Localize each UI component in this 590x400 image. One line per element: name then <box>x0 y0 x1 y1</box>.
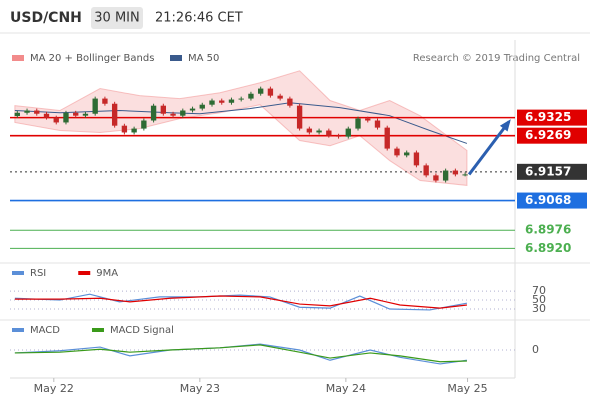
chart-title: USD/CNH <box>10 10 82 26</box>
legend-label: RSI <box>30 268 46 279</box>
level-label: 6.9325 <box>525 110 571 124</box>
candle-body <box>121 125 128 133</box>
candle-body <box>306 128 313 133</box>
y-tick-label: 50 <box>532 293 546 306</box>
candle-body <box>102 98 108 104</box>
level-box <box>517 163 587 180</box>
indicator-line <box>14 343 468 365</box>
indicator-line <box>14 293 468 311</box>
candle-body <box>141 120 147 129</box>
candle-body <box>452 170 459 175</box>
candle-body <box>53 117 59 123</box>
x-tick-label: May 22 <box>34 382 74 395</box>
candle-body <box>228 99 235 103</box>
candle-body <box>170 113 176 116</box>
level-box <box>517 192 587 209</box>
candle-body <box>209 100 215 105</box>
candle-body <box>189 108 196 111</box>
candle-body <box>374 120 381 128</box>
candle-body <box>238 98 244 100</box>
candle-body <box>257 88 264 94</box>
y-tick-label: 0 <box>532 343 539 356</box>
candle-body <box>355 118 361 129</box>
candle-body <box>287 98 293 106</box>
candle-body <box>199 104 205 109</box>
indicator-line <box>14 344 467 363</box>
level-label: 6.9269 <box>525 128 571 142</box>
candle-body <box>335 135 342 137</box>
candle-body <box>413 152 420 166</box>
candle-body <box>394 148 400 156</box>
candle-body <box>43 113 50 118</box>
candle-body <box>442 170 449 181</box>
candle-body <box>63 112 69 123</box>
candle-body <box>34 110 40 114</box>
candle-body <box>160 105 167 114</box>
candle-body <box>404 152 410 156</box>
candle-body <box>267 88 274 96</box>
candle-body <box>384 127 390 149</box>
arrow-head <box>499 119 511 132</box>
candle-body <box>150 105 157 121</box>
bollinger-band <box>14 70 468 186</box>
legend-swatch <box>12 55 24 61</box>
candle-body <box>316 130 322 133</box>
candle-body <box>345 128 351 137</box>
ma-line <box>14 102 468 144</box>
candle-body <box>24 110 30 113</box>
y-tick-label: 70 <box>532 284 546 297</box>
candle-body <box>82 113 89 116</box>
time: 21:26:46 CET <box>155 11 243 26</box>
legend-swatch <box>12 328 24 332</box>
level-label: 6.9068 <box>525 193 571 207</box>
timeframe: 30 MIN <box>94 11 139 26</box>
candle-body <box>462 174 468 176</box>
candle-body <box>296 105 303 129</box>
candle-body <box>423 165 429 176</box>
projection-arrow <box>467 120 511 176</box>
legend-swatch <box>91 328 104 332</box>
candle-body <box>277 95 283 99</box>
candle-body <box>111 103 118 126</box>
level-box <box>517 127 587 144</box>
candle-body <box>433 175 439 181</box>
legend-label: MACD Signal <box>110 325 174 336</box>
legend-label: MA 50 <box>188 53 219 64</box>
candle-body <box>180 110 186 116</box>
level-label: 6.8920 <box>525 241 571 255</box>
y-tick-label: 30 <box>532 302 546 315</box>
candle-body <box>365 118 371 121</box>
legend-label: MA 20 + Bollinger Bands <box>30 53 154 64</box>
legend-label: MACD <box>30 325 60 336</box>
x-tick-label: May 24 <box>326 382 366 395</box>
candle-body <box>92 98 98 114</box>
source: Research © 2019 Trading Central <box>413 53 580 64</box>
indicator-line <box>14 295 468 309</box>
level-label: 6.9157 <box>525 164 571 178</box>
x-tick-label: May 25 <box>447 382 487 395</box>
legend-swatch <box>12 271 24 275</box>
candle-body <box>131 128 137 133</box>
candle-body <box>248 93 254 99</box>
legend-swatch <box>78 271 91 275</box>
candle-body <box>14 112 20 116</box>
legend-label: 9MA <box>96 268 118 279</box>
level-box <box>517 109 587 126</box>
legend-swatch <box>170 55 182 61</box>
x-tick-label: May 23 <box>180 382 220 395</box>
candle-body <box>326 130 332 136</box>
timeframe-box <box>91 7 143 29</box>
candle-body <box>219 100 225 103</box>
level-label: 6.8976 <box>525 223 571 237</box>
candle-body <box>73 112 79 116</box>
